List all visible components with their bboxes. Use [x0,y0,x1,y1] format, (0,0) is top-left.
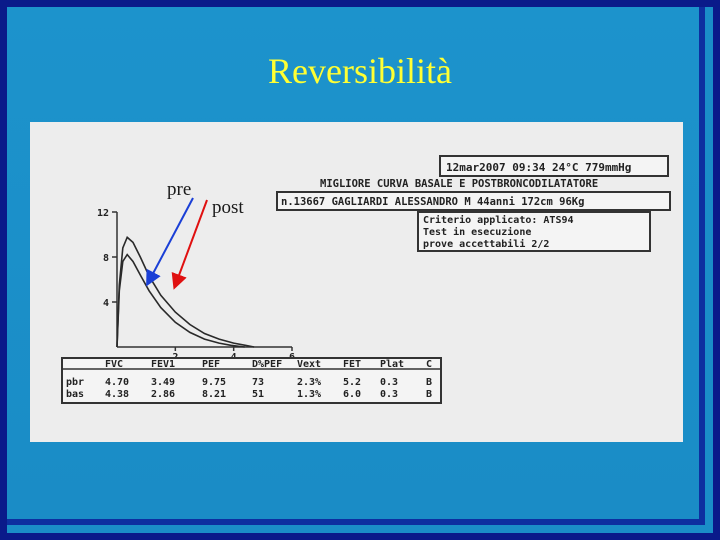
post-label: post [212,197,244,218]
criteria-line-1: Criterio applicato: ATS94 [423,214,574,226]
curve-title: MIGLIORE CURVA BASALE E POSTBRONCODILATA… [320,178,598,190]
table-header-cell: PEF [202,359,220,370]
table-cell: 1.3% [297,389,321,400]
y-tick-label: 4 [103,298,109,309]
table-cell: 73 [252,377,264,388]
table-header-cell: FVC [105,359,123,370]
table-cell: 2.3% [297,377,321,388]
table-row-label: bas [66,389,84,400]
table-cell: 9.75 [202,377,226,388]
table-header-cell: Vext [297,359,321,370]
header-line: 12mar2007 09:34 24°C 779mmHg [446,161,631,174]
table-cell: 51 [252,389,264,400]
table-cell: 3.49 [151,377,175,388]
table-cell: 4.38 [105,389,129,400]
y-tick-label: 8 [103,253,109,264]
pre-arrow [146,197,194,287]
table-cell: 8.21 [202,389,226,400]
patient-line: n.13667 GAGLIARDI ALESSANDRO M 44anni 17… [281,196,584,208]
criteria-box [417,211,651,252]
post-arrow [171,199,208,290]
table-header-cell: D%PEF [252,359,282,370]
table-cell: B [426,377,432,388]
criteria-line-3: prove accettabili 2/2 [423,238,549,250]
criteria-line-2: Test in esecuzione [423,226,531,238]
results-table [61,357,442,404]
header-box [439,155,669,177]
patient-box [276,191,671,211]
table-row-label: pbr [66,377,84,388]
table-header-cell: FEV1 [151,359,175,370]
y-tick-label: 12 [97,208,109,219]
series-line-2 [116,253,245,348]
table-cell: 4.70 [105,377,129,388]
table-cell: 0.3 [380,389,398,400]
table-cell: 5.2 [343,377,361,388]
table-header-cell: Plat [380,359,404,370]
series-line-1 [116,235,255,348]
table-cell: B [426,389,432,400]
table-header-cell: FET [343,359,361,370]
table-cell: 0.3 [380,377,398,388]
table-cell: 6.0 [343,389,361,400]
slide-title: Reversibilità [268,51,452,91]
table-cell: 2.86 [151,389,175,400]
table-header-cell: C [426,359,432,370]
pre-label: pre [167,179,191,200]
